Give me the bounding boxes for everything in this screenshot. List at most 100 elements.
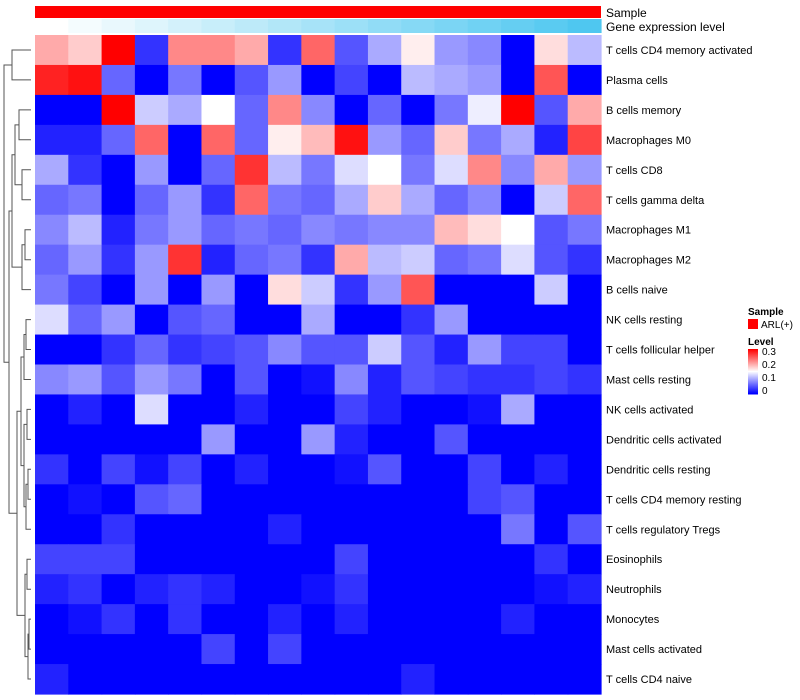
heatmap-cell (168, 514, 203, 545)
heatmap-cell (301, 364, 336, 396)
heatmap-cell (467, 244, 502, 276)
heatmap-cell (334, 184, 369, 216)
heatmap-cell (168, 394, 203, 425)
row-label: Mast cells resting (606, 374, 691, 386)
heatmap-cell (234, 64, 269, 96)
row-label: T cells follicular helper (606, 345, 715, 357)
heatmap-cell (168, 64, 203, 96)
heatmap-cell (234, 664, 269, 695)
heatmap-cell (201, 364, 236, 396)
heatmap-cell (168, 154, 203, 186)
heatmap-cell (401, 94, 436, 126)
heatmap-cell (334, 424, 369, 455)
heatmap-cell (567, 244, 602, 276)
heatmap-cell (301, 35, 336, 66)
heatmap-cell (467, 544, 502, 575)
heatmap-cell (567, 64, 602, 96)
legend-gradient-step (748, 391, 758, 393)
heatmap-cell (467, 154, 502, 186)
heatmap-cell (301, 604, 336, 635)
heatmap-cell (201, 424, 236, 455)
legend-gradient-step (748, 358, 758, 360)
heatmap-cell (101, 604, 136, 635)
heatmap-cell (501, 334, 536, 366)
heatmap-cell (301, 514, 336, 545)
legend-level-title: Level (748, 337, 774, 348)
legend-gradient-step (748, 369, 758, 371)
heatmap-cell (301, 244, 336, 276)
heatmap-cell (68, 454, 103, 485)
heatmap-cell (401, 364, 436, 396)
heatmap-cell (35, 484, 69, 515)
legend-sample-title: Sample (748, 307, 784, 318)
heatmap-cell (534, 124, 569, 156)
heatmap-cell (334, 214, 369, 246)
column-annotation-bars (35, 6, 602, 33)
heatmap-cell (35, 634, 69, 665)
heatmap-cell (534, 574, 569, 605)
heatmap-cell (501, 484, 536, 515)
heatmap-cell (501, 514, 536, 545)
heatmap-cell (101, 424, 136, 455)
legend-gradient-step (748, 378, 758, 380)
heatmap-cell (35, 604, 69, 635)
heatmap-cell (434, 334, 469, 366)
heatmap-cell (301, 184, 336, 216)
heatmap-cell (501, 184, 536, 216)
expression-annotation-cell (134, 19, 169, 33)
heatmap-cell (334, 604, 369, 635)
heatmap-cell (101, 154, 136, 186)
heatmap-cell (35, 274, 69, 306)
heatmap-cell (68, 484, 103, 515)
heatmap-cell (168, 214, 203, 246)
heatmap-cell (434, 484, 469, 515)
heatmap-cell (301, 484, 336, 515)
heatmap-cell (268, 664, 302, 695)
heatmap-cell (234, 544, 269, 575)
heatmap-cell (134, 664, 169, 695)
legend-gradient-step (748, 371, 758, 373)
heatmap-cell (268, 244, 302, 276)
legend-gradient-step (748, 393, 758, 395)
heatmap-cell (268, 214, 302, 246)
heatmap-cell (401, 664, 436, 695)
dendrogram-branch (28, 618, 31, 650)
heatmap-cell (234, 574, 269, 605)
legend: Sample ARL(+) Level 0.3 0.2 0.1 0 (748, 307, 793, 397)
heatmap-cell (367, 454, 402, 485)
heatmap-cell (35, 424, 69, 455)
heatmap-cell (367, 514, 402, 545)
legend-gradient-step (748, 388, 758, 390)
heatmap-cell (334, 124, 369, 156)
heatmap-cell (201, 544, 236, 575)
heatmap-cell (501, 544, 536, 575)
expression-annotation-cell (334, 19, 369, 33)
heatmap-cell (134, 214, 169, 246)
heatmap-cell (434, 214, 469, 246)
heatmap-cell (201, 214, 236, 246)
heatmap-cell (68, 184, 103, 216)
legend-gradient-step (748, 366, 758, 368)
heatmap-cell (201, 274, 236, 306)
heatmap-cell (401, 184, 436, 216)
legend-gradient-step (748, 352, 758, 354)
heatmap-cell (534, 514, 569, 545)
heatmap-cell (434, 574, 469, 605)
heatmap-cell (35, 214, 69, 246)
heatmap-cell (35, 94, 69, 126)
heatmap-cell (467, 574, 502, 605)
heatmap-cell (234, 184, 269, 216)
dendrogram-branch (26, 558, 31, 590)
dendrogram-branch (18, 109, 31, 141)
heatmap-cell (35, 35, 69, 66)
heatmap-cell (501, 604, 536, 635)
heatmap-cell (434, 514, 469, 545)
heatmap-cell (334, 454, 369, 485)
heatmap-cell (268, 574, 302, 605)
heatmap-cell (567, 394, 602, 425)
heatmap-cell (567, 544, 602, 575)
legend-gradient-step (748, 384, 758, 386)
heatmap-cell (334, 244, 369, 276)
expression-annotation-cell (434, 19, 469, 33)
heatmap-cell (367, 334, 402, 366)
